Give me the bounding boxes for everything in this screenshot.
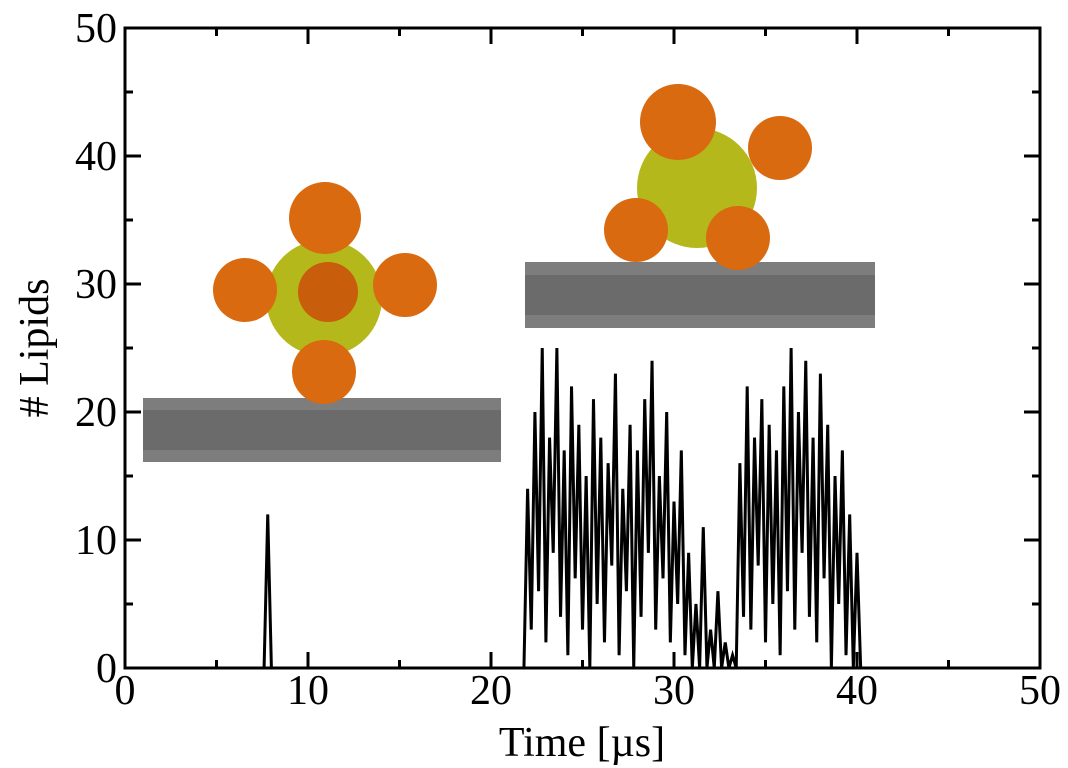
protein: [373, 253, 437, 317]
membrane-core: [525, 275, 875, 315]
x-tick-label: 10: [287, 668, 329, 714]
y-axis-title: # Lipids: [12, 279, 58, 418]
x-tick-label: 50: [1019, 668, 1061, 714]
x-tick-label: 40: [836, 668, 878, 714]
protein: [640, 84, 716, 160]
x-tick-label: 30: [653, 668, 695, 714]
protein: [289, 182, 361, 254]
protein: [213, 258, 277, 322]
y-tick-label: 20: [75, 390, 117, 436]
y-tick-label: 0: [96, 646, 117, 692]
protein: [298, 262, 358, 322]
y-tick-label: 30: [75, 262, 117, 308]
x-axis-title: Time [µs]: [499, 720, 665, 766]
x-tick-label: 0: [115, 668, 136, 714]
data-line: [125, 347, 865, 670]
y-tick-label: 10: [75, 518, 117, 564]
protein: [706, 206, 770, 270]
membrane-core: [143, 410, 501, 450]
inset-left: [143, 182, 501, 462]
protein: [604, 198, 668, 262]
protein: [292, 340, 356, 404]
y-tick-label: 40: [75, 134, 117, 180]
inset-right: [525, 84, 875, 328]
y-tick-label: 50: [75, 6, 117, 52]
protein: [748, 116, 812, 180]
x-tick-label: 20: [470, 668, 512, 714]
